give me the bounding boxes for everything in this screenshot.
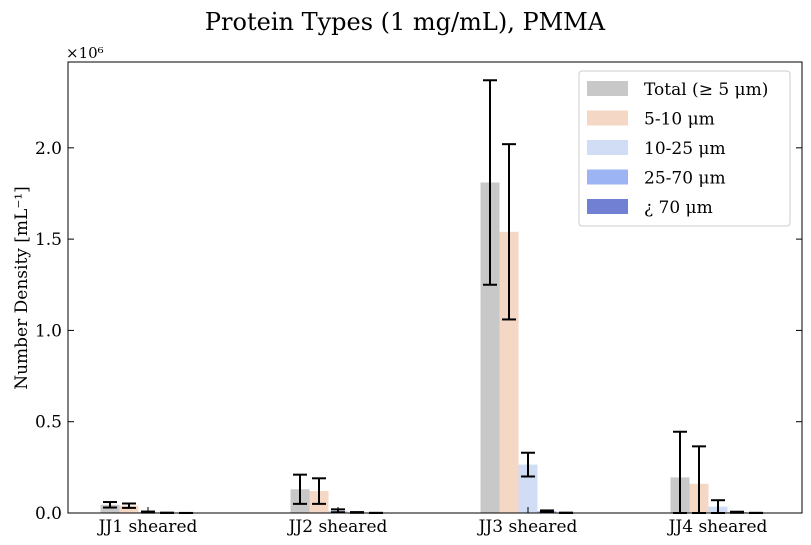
legend-label: 5-10 μm <box>644 110 715 130</box>
x-tick-label: JJ2 sheared <box>287 517 388 537</box>
y-tick-label: 0.5 <box>35 413 62 433</box>
y-axis-multiplier: ×10⁶ <box>66 44 104 62</box>
y-tick-label: 2.0 <box>35 139 62 159</box>
legend-swatch <box>587 169 628 185</box>
bar <box>480 182 500 513</box>
legend-swatch <box>587 110 628 126</box>
legend-label: 25-70 μm <box>644 169 726 189</box>
bar <box>499 231 519 513</box>
legend-label: 10-25 μm <box>644 139 726 159</box>
x-tick-label: JJ3 sheared <box>477 517 578 537</box>
legend-swatch <box>587 199 628 214</box>
legend-swatch <box>587 81 628 96</box>
y-tick-label: 0.0 <box>35 504 62 524</box>
x-tick-label: JJ1 sheared <box>97 517 198 537</box>
legend-label: ¿ 70 μm <box>644 198 713 218</box>
legend-label: Total (≥ 5 μm) <box>644 80 768 100</box>
plot-frame <box>67 61 803 514</box>
y-axis-label: Number Density [mL⁻¹] <box>12 186 32 390</box>
x-tick-label: JJ4 sheared <box>667 517 768 537</box>
bar <box>100 504 120 513</box>
chart-title: Protein Types (1 mg/mL), PMMA <box>205 8 606 36</box>
bar <box>119 505 139 513</box>
y-tick-label: 1.0 <box>35 321 62 341</box>
y-tick-label: 1.5 <box>35 230 62 250</box>
legend-swatch <box>587 140 628 155</box>
legend-box <box>578 70 791 227</box>
